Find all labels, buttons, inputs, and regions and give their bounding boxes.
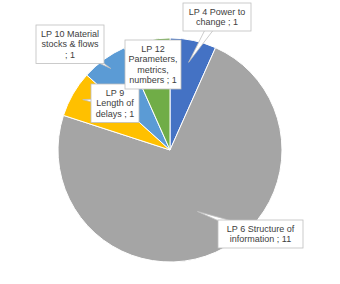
data-label-line: numbers ; 1	[129, 75, 177, 85]
category-label: numbers	[129, 75, 165, 85]
category-label: change	[196, 17, 226, 27]
callout-box	[36, 25, 104, 64]
category-label: delays	[96, 109, 123, 119]
callout: LP 12Parameters,metrics,numbers ; 1	[125, 40, 181, 89]
data-label-line: ; 1	[65, 50, 75, 60]
chart-container: LP 4 Power tochange ; 1 LP 6 Structure of…	[0, 0, 340, 284]
data-label-line: LP 10 Material	[41, 29, 99, 39]
category-label: LP 12	[141, 44, 164, 54]
data-label-line: LP 4 Power to	[189, 7, 245, 17]
callout-box	[218, 220, 303, 248]
callout-box	[91, 84, 139, 123]
data-label-line: LP 9	[106, 88, 124, 98]
data-label-line: Length of	[96, 98, 134, 108]
data-label-line: stocks & flows	[41, 39, 99, 49]
callout: LP 10 Materialstocks & flows; 1	[36, 25, 111, 68]
category-label: LP 10 Material	[41, 29, 99, 39]
value-label: ; 1	[65, 50, 75, 60]
category-label: LP 6 Structure of	[227, 224, 295, 234]
category-label: metrics,	[137, 65, 169, 75]
data-label-line: Parameters,	[128, 54, 177, 64]
category-label: LP 4 Power to	[189, 7, 245, 17]
data-label-line: information ; 11	[230, 234, 291, 244]
category-label: Length of	[96, 98, 134, 108]
callout: LP 4 Power tochange ; 1	[183, 3, 251, 62]
callout-box	[125, 40, 181, 89]
value-label: ; 11	[274, 234, 291, 244]
callout-box	[183, 3, 251, 31]
category-label: Parameters,	[128, 54, 177, 64]
data-label-line: LP 12	[141, 44, 164, 54]
value-label: ; 1	[122, 109, 135, 119]
callout: LP 6 Structure ofinformation ; 11	[197, 211, 303, 248]
data-labels: LP 4 Power tochange ; 1 LP 6 Structure of…	[36, 3, 303, 248]
value-label: ; 1	[226, 17, 239, 27]
category-label: stocks & flows	[41, 39, 99, 49]
data-label-line: metrics,	[137, 65, 169, 75]
data-label-line: delays ; 1	[96, 109, 135, 119]
data-label-line: LP 6 Structure of	[227, 224, 295, 234]
data-label-line: change ; 1	[196, 17, 238, 27]
category-label: information	[230, 234, 275, 244]
value-label: ; 1	[164, 75, 177, 85]
callout: LP 9Length ofdelays ; 1	[83, 84, 139, 123]
background	[0, 0, 340, 284]
category-label: LP 9	[106, 88, 124, 98]
pie-chart: LP 4 Power tochange ; 1 LP 6 Structure of…	[0, 0, 340, 284]
